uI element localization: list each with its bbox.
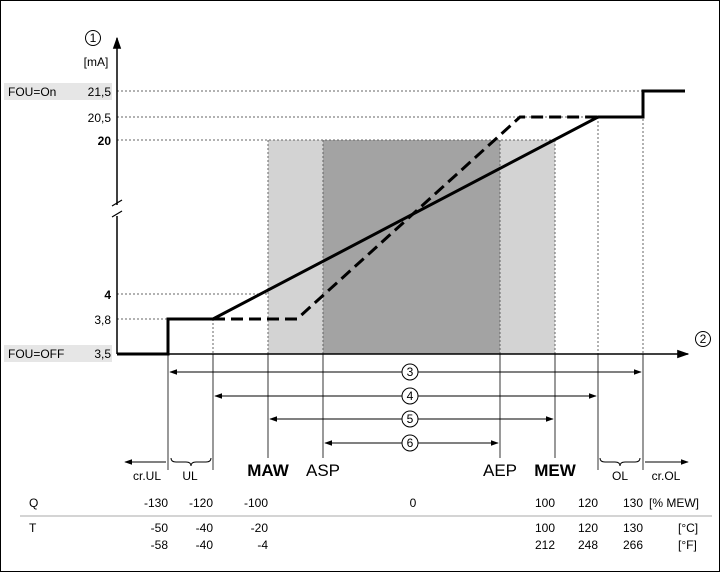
q-row-label: Q <box>29 496 38 510</box>
zone-aep: AEP <box>483 461 517 480</box>
x-axis-marker: 2 <box>695 331 711 347</box>
fou-on-label: FOU=On <box>8 85 56 99</box>
y-tick-20-5: 20,5 <box>88 111 112 125</box>
range-3-marker: 3 <box>401 363 419 381</box>
y-tick-3-8: 3,8 <box>94 313 111 327</box>
svg-text:4: 4 <box>407 389 414 403</box>
fahrenheit-value: 248 <box>578 538 598 552</box>
fahrenheit-value: 266 <box>623 538 643 552</box>
zone-asp: ASP <box>306 461 340 480</box>
q-value: -130 <box>144 496 168 510</box>
q-value: -100 <box>244 496 268 510</box>
fou-off-label-bg <box>4 345 112 362</box>
zone-mew: MEW <box>534 461 577 480</box>
svg-text:1: 1 <box>90 31 97 45</box>
svg-text:2: 2 <box>700 332 707 346</box>
svg-text:5: 5 <box>407 412 414 426</box>
zone-cr-ol: cr.OL <box>652 469 681 483</box>
svg-text:6: 6 <box>407 436 414 450</box>
y-axis-unit: [mA] <box>84 55 109 69</box>
celsius-value: 130 <box>623 521 643 535</box>
zone-cr-ul: cr.UL <box>133 469 161 483</box>
t-row-label: T <box>29 521 37 535</box>
range-5-marker: 5 <box>401 410 419 428</box>
svg-text:3: 3 <box>407 365 414 379</box>
fahrenheit-value: -4 <box>257 538 268 552</box>
celsius-value: 120 <box>578 521 598 535</box>
fahrenheit-unit: [°F] <box>678 538 697 552</box>
output-curve-dashed <box>213 115 598 321</box>
range-4-marker: 4 <box>401 387 419 405</box>
q-value: 100 <box>535 496 555 510</box>
range-arrows <box>169 369 642 446</box>
y-tick-4: 4 <box>104 288 111 302</box>
fahrenheit-value: -40 <box>196 538 214 552</box>
y-tick-20: 20 <box>98 134 112 148</box>
zone-ol: OL <box>612 469 628 483</box>
q-value: 130 <box>623 496 643 510</box>
y-tick-21-5: 21,5 <box>88 85 112 99</box>
celsius-value: 100 <box>535 521 555 535</box>
vertical-guides <box>212 91 644 354</box>
fahrenheit-value: 212 <box>535 538 555 552</box>
fahrenheit-value: -58 <box>151 538 169 552</box>
output-curve-solid <box>117 89 685 356</box>
q-value: 0 <box>410 496 417 510</box>
zone-ul: UL <box>182 469 198 483</box>
zone-symbols <box>124 457 689 467</box>
q-value: -120 <box>189 496 213 510</box>
axis-break-icon <box>111 199 123 218</box>
range-6-marker: 6 <box>401 434 419 452</box>
fou-on-label-bg <box>4 83 112 100</box>
fou-off-label: FOU=OFF <box>8 347 64 361</box>
y-axis-marker: 1 <box>85 30 101 46</box>
celsius-value: -50 <box>151 521 169 535</box>
q-value: 120 <box>578 496 598 510</box>
q-unit: [% MEW] <box>649 496 699 510</box>
zone-maw: MAW <box>247 461 290 480</box>
celsius-unit: [°C] <box>678 521 698 535</box>
ul-brace-icon <box>170 457 212 467</box>
celsius-value: -40 <box>196 521 214 535</box>
drop-lines <box>167 354 644 470</box>
ol-brace-icon <box>599 457 641 467</box>
celsius-value: -20 <box>251 521 269 535</box>
y-tick-3-5: 3,5 <box>94 347 111 361</box>
